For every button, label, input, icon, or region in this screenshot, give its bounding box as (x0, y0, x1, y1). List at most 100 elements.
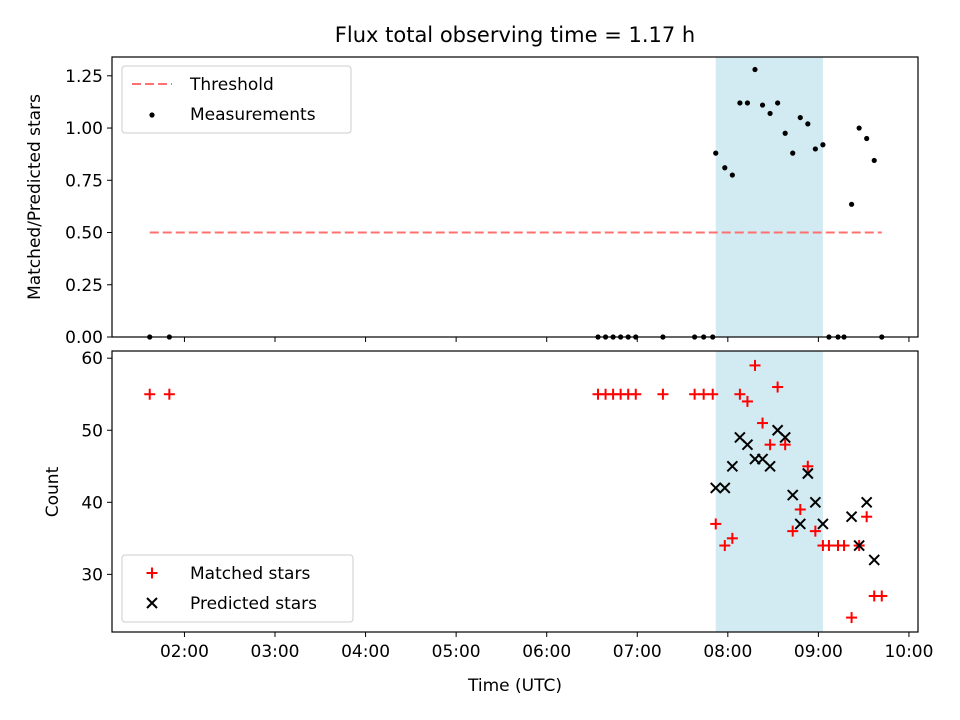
bottom-legend: Matched stars Predicted stars (121, 554, 354, 623)
measurement-point (871, 157, 877, 164)
bottom-legend-box (121, 554, 354, 623)
x-tick-label: 02:00 (160, 642, 209, 662)
y-tick-label: 30 (81, 565, 103, 585)
predicted-star-point (710, 482, 722, 494)
predicted-star-point (809, 496, 822, 509)
predicted-x-b (741, 438, 754, 451)
matched-star-point (787, 525, 799, 537)
matched-star-point (719, 540, 731, 552)
top-y-axis-label: Matched/Predicted stars (25, 94, 45, 300)
matched-star-point (741, 395, 753, 407)
measurement-point (729, 172, 735, 178)
predicted-x-b (868, 554, 880, 566)
measurement-point (722, 165, 728, 171)
y-tick-label: 0.75 (65, 171, 103, 191)
predicted-star-point (787, 489, 799, 501)
matched-star-point (764, 439, 776, 451)
predicted-x-b (726, 460, 739, 472)
shaded-span (715, 351, 823, 632)
y-tick-label: 0.50 (65, 224, 103, 244)
predicted-star-point (794, 518, 806, 530)
y-tick-label: 60 (81, 349, 103, 369)
bottom-axes-frame (111, 350, 919, 633)
predicted-x-b (719, 482, 731, 494)
predicted-x-b (734, 431, 746, 444)
matched-star-point (772, 381, 784, 393)
measurement-point (790, 150, 796, 156)
matched-star-point (802, 460, 814, 472)
measurement-point (737, 100, 743, 106)
predicted-star-point (817, 518, 829, 530)
measurement-point (752, 66, 758, 73)
predicted-star-point (868, 554, 880, 566)
predicted-x-b (710, 482, 722, 494)
top-axes-frame (111, 56, 919, 338)
matched-star-point (630, 388, 642, 400)
matched-star-point (846, 612, 858, 624)
y-tick-label: 40 (81, 493, 103, 513)
chart-title: Flux total observing time = 1.17 h (335, 23, 695, 47)
y-tick-label: 0.25 (65, 276, 103, 296)
matched-star-point (809, 525, 821, 537)
x-tick-label: 10:00 (884, 642, 933, 662)
predicted-x-b (787, 489, 799, 501)
legend-predicted-x-b (146, 597, 158, 609)
top-legend: Threshold Measurements (121, 65, 352, 134)
legend-threshold-label: Threshold (189, 75, 274, 95)
measurement-point (864, 135, 870, 142)
predicted-x-b (860, 496, 873, 509)
predicted-star-point (845, 511, 858, 523)
matched-star-point (726, 532, 738, 544)
measurement-point (744, 100, 751, 106)
measurement-point (782, 130, 788, 136)
x-tick-label: 04:00 (341, 642, 390, 662)
predicted-x-b (794, 518, 806, 530)
predicted-x-b (802, 467, 814, 480)
measurement-point (767, 110, 773, 117)
bottom-y-axis-label: Count (43, 466, 63, 517)
y-tick-label: 50 (81, 421, 103, 441)
predicted-x-b (817, 518, 829, 530)
matched-star-point (757, 417, 769, 429)
x-tick-label: 03:00 (251, 642, 300, 662)
matched-star-point (657, 388, 669, 400)
predicted-star-point (779, 431, 791, 444)
predicted-star-point (802, 467, 814, 480)
y-tick-label: 0.00 (65, 328, 103, 348)
matched-star-point (144, 388, 156, 400)
measurement-point (848, 201, 855, 207)
measurement-point (820, 142, 826, 148)
predicted-star-point (860, 496, 873, 509)
measurement-point (805, 121, 811, 127)
matched-star-point (710, 518, 722, 530)
bottom-axes: 30 40 50 60 02:00 03:00 04:00 05:00 06:00 07:00 0… (43, 349, 933, 696)
x-axis-label: Time (UTC) (467, 676, 562, 696)
y-tick-label: 1.00 (65, 119, 103, 139)
measurement-point (812, 146, 818, 152)
legend-predicted-label: Predicted stars (190, 594, 317, 614)
measurement-point (759, 102, 766, 108)
predicted-x-b (771, 424, 784, 436)
predicted-x-b (809, 496, 822, 509)
predicted-x-b (756, 453, 769, 465)
x-tick-label: 06:00 (522, 642, 571, 662)
predicted-star-point (853, 539, 865, 552)
matched-star-point (707, 388, 719, 400)
x-tick-label: 05:00 (432, 642, 481, 662)
predicted-star-point (726, 460, 739, 472)
top-axes: 0.00 0.25 0.50 0.75 1.00 1.25 Matched/Predict… (25, 56, 919, 348)
matched-star-point (861, 511, 873, 523)
predicted-star-point (741, 438, 754, 451)
matched-star-point (794, 504, 806, 516)
matched-star-point (838, 540, 850, 552)
measurement-point (713, 150, 719, 156)
matched-star-point (749, 359, 761, 371)
measurement-point (797, 114, 803, 121)
predicted-star-point (719, 482, 731, 494)
y-tick-label: 1.25 (65, 67, 103, 87)
legend-matched-label: Matched stars (190, 564, 310, 584)
matched-star-point (876, 590, 888, 602)
x-tick-label: 08:00 (703, 642, 752, 662)
legend-measurements-swatch (149, 112, 155, 118)
